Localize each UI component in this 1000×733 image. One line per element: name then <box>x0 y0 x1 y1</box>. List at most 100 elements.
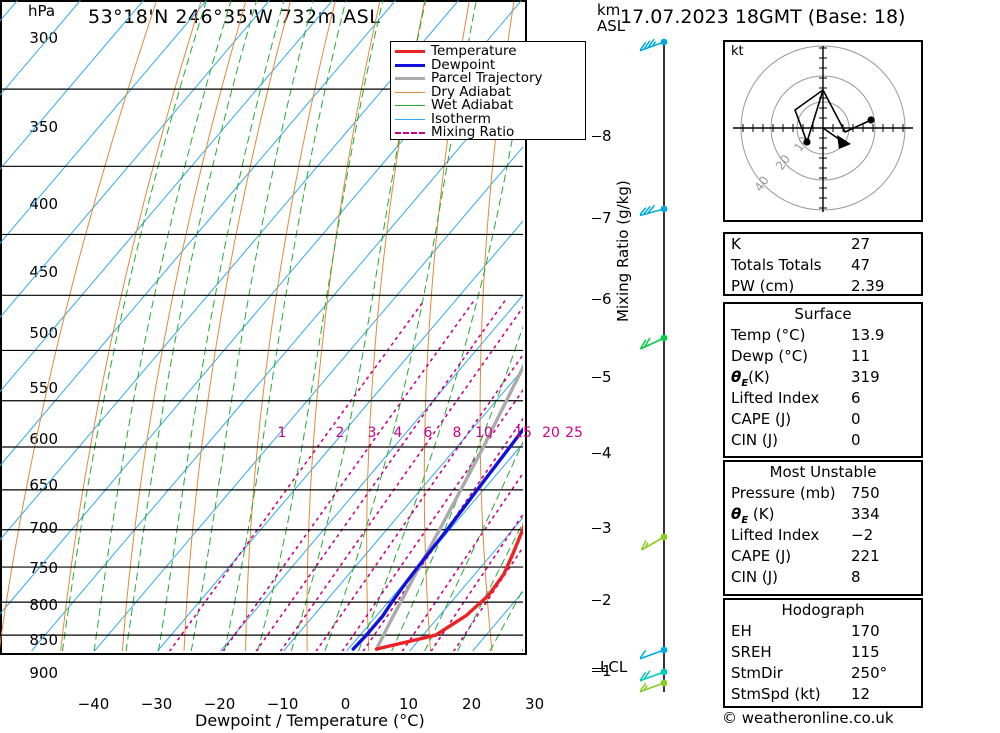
height-tick-label: 5 <box>602 368 612 387</box>
table-row: CIN (J) 0 <box>725 430 921 451</box>
legend-swatch <box>395 118 425 120</box>
sounding-curves <box>351 363 523 651</box>
table-row: θE(K) 319 <box>725 367 921 389</box>
temperature-tick-label: −40 <box>77 695 110 713</box>
table-row-value: 221 <box>851 547 880 565</box>
legend-item: Wet Adiabat <box>395 97 581 113</box>
table-row-key: CAPE (J) <box>731 410 792 428</box>
pressure-tick-label: 600 <box>29 429 58 448</box>
pressure-unit-label: hPa <box>28 2 56 20</box>
table-row-value: 12 <box>851 685 871 703</box>
pressure-tick-label: 300 <box>29 29 58 47</box>
table-row: K 27 <box>725 234 921 255</box>
table-row-value: 750 <box>851 484 880 502</box>
height-unit-line1: km <box>597 1 621 19</box>
table-row-key: CIN (J) <box>731 568 779 586</box>
hodograph-unit-label: kt <box>731 44 744 59</box>
table-row-key: StmSpd (kt) <box>731 685 821 703</box>
pressure-tick-label: 550 <box>29 379 58 398</box>
height-tick-mark <box>592 218 601 220</box>
mixing-ratio-lines <box>169 300 523 651</box>
table-row: StmDir 250° <box>725 663 921 684</box>
legend-item: Dewpoint <box>395 56 581 73</box>
table-row: StmSpd (kt) 12 <box>725 684 921 705</box>
table-row: PW (cm) 2.39 <box>725 276 921 297</box>
mixing-ratio-label: 2 <box>335 425 345 441</box>
table-row-key: PW (cm) <box>731 277 795 295</box>
legend-label: Dewpoint <box>431 56 496 73</box>
pressure-tick-label: 800 <box>29 596 58 615</box>
temperature-tick-label: −30 <box>140 695 173 713</box>
legend-item: Mixing Ratio <box>395 125 581 140</box>
height-tick-mark <box>592 671 601 673</box>
hodograph: kt 10 20 40 <box>723 40 923 222</box>
indices-table: K 27 Totals Totals 47 PW (cm) 2.39 <box>723 232 923 296</box>
table-row-value: 27 <box>851 235 871 253</box>
isobar-lines <box>0 0 523 636</box>
legend-swatch <box>395 50 425 54</box>
table-row: SREH 115 <box>725 642 921 663</box>
temperature-axis: −40 −30 −20 −10 0 10 20 30 <box>62 695 589 715</box>
legend-label: Parcel Trajectory <box>431 70 543 86</box>
table-row-key: θE (K) <box>731 505 775 526</box>
lcl-label: LCL <box>600 657 628 676</box>
lcl-tick-mark <box>592 667 605 669</box>
table-row-key: EH <box>731 622 752 640</box>
pressure-tick-label: 750 <box>29 558 58 577</box>
table-row: CAPE (J) 221 <box>725 546 921 567</box>
mixing-ratio-axis-title: Mixing Ratio (g/kg) <box>614 180 632 322</box>
mixing-ratio-label: 6 <box>423 425 433 441</box>
table-row-key: Lifted Index <box>731 389 820 407</box>
legend-item: Dry Adiabat <box>395 85 581 100</box>
temperature-tick-label: 10 <box>399 695 419 713</box>
legend-label: Wet Adiabat <box>431 97 514 113</box>
temperature-tick-label: −10 <box>266 695 299 713</box>
height-tick-label: 3 <box>602 518 612 537</box>
table-row-value: 0 <box>851 410 861 428</box>
mixing-ratio-label: 10 <box>475 425 493 441</box>
skewt-svg <box>0 0 523 651</box>
table-row: Lifted Index 6 <box>725 388 921 409</box>
temperature-tick-label: −20 <box>203 695 236 713</box>
table-row-value: 2.39 <box>851 277 885 295</box>
table-row-key: Dewp (°C) <box>731 347 809 365</box>
table-row-value: 319 <box>851 368 880 386</box>
table-row: EH 170 <box>725 621 921 642</box>
pressure-axis: 300 350 400 450 500 550 600 650 700 750 800 850 900 <box>8 29 58 692</box>
mixing-ratio-label: 20 <box>542 425 560 441</box>
height-tick-label: 8 <box>602 126 612 145</box>
height-tick-label: 6 <box>602 289 612 308</box>
temperature-tick-label: 0 <box>340 695 351 713</box>
table-row: Temp (°C) 13.9 <box>725 325 921 346</box>
hodograph-ring-label: 20 <box>773 152 793 173</box>
table-row-key: CAPE (J) <box>731 547 792 565</box>
table-row-key: Temp (°C) <box>731 326 806 344</box>
table-row-key: Lifted Index <box>731 526 820 544</box>
table-row-value: 250° <box>851 664 888 682</box>
hodograph-point <box>867 116 875 124</box>
height-tick-mark <box>592 453 601 455</box>
wind-barb-column <box>638 30 710 720</box>
table-row-value: 11 <box>851 347 871 365</box>
storm-motion-arrow <box>837 135 851 149</box>
x-axis-title: Dewpoint / Temperature (°C) <box>195 711 425 730</box>
temperature-tick-label: 20 <box>462 695 482 713</box>
legend-swatch <box>395 91 425 93</box>
legend-swatch <box>395 105 425 107</box>
table-row: Pressure (mb) 750 <box>725 483 921 504</box>
table-row-value: 170 <box>851 622 880 640</box>
legend-label: Isotherm <box>431 110 491 127</box>
mixing-ratio-label: 4 <box>393 425 403 441</box>
mixing-ratio-label: 8 <box>452 425 462 441</box>
wet-adiabat-lines <box>61 0 523 651</box>
legend-item: Temperature <box>395 44 581 59</box>
table-row-value: −2 <box>851 526 874 544</box>
table-row: CAPE (J) 0 <box>725 409 921 430</box>
mixing-ratio-label: 3 <box>367 425 377 441</box>
hodograph-point <box>803 138 811 146</box>
table-row-value: 0 <box>851 431 861 449</box>
pressure-tick-label: 900 <box>29 664 58 683</box>
table-row-key: Pressure (mb) <box>731 484 836 502</box>
legend-item: Parcel Trajectory <box>395 70 581 86</box>
height-tick-mark <box>592 135 601 137</box>
